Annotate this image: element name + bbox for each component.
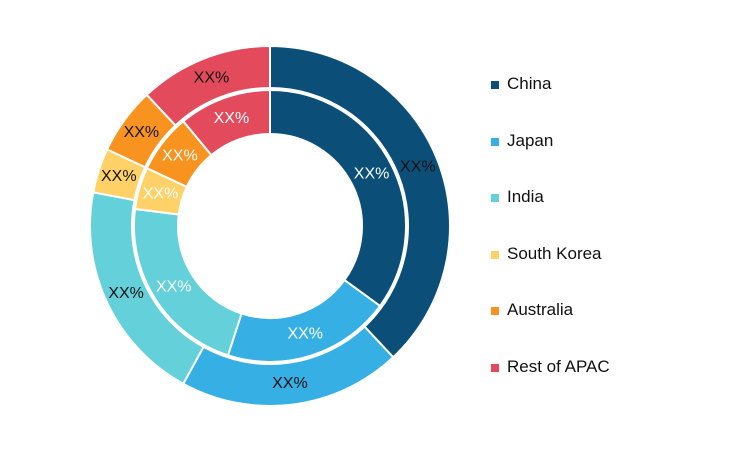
legend-item-australia: Australia [491,300,731,357]
legend-item-south-korea: South Korea [491,244,731,301]
legend-label-south-korea: South Korea [507,243,602,263]
legend-label-rest-of-apac: Rest of APAC [507,356,610,376]
outer-ring-slice-rest-of-apac [145,44,271,127]
legend-label-china: China [507,74,552,93]
inner-ring-label-india: XX% [156,278,192,295]
outer-ring-label-rest-of-apac: XX% [194,69,230,86]
legend-swatch-australia [491,307,499,315]
donut-center [178,134,362,318]
legend-swatch-china [491,81,499,89]
outer-ring-label-china: XX% [400,159,436,176]
legend-item-china: China [491,74,731,131]
legend-item-rest-of-apac: Rest of APAC [491,357,731,414]
legend-swatch-japan [491,137,499,146]
legend-item-india: India [491,187,731,244]
chart-legend: China Japan India South Korea Australia … [491,74,731,413]
legend-swatch-rest-of-apac [491,363,499,372]
outer-ring-label-australia: XX% [124,124,160,141]
inner-ring-label-rest-of-apac: XX% [214,110,250,127]
legend-swatch-south-korea [491,250,499,259]
outer-ring-label-india: XX% [108,285,144,302]
outer-ring-slice-china [269,44,451,359]
legend-swatch-india [491,194,499,202]
legend-label-india: India [507,187,544,206]
inner-ring-label-australia: XX% [162,147,198,164]
legend-label-australia: Australia [507,300,574,319]
inner-ring-label-south-korea: XX% [143,185,179,202]
legend-label-japan: Japan [507,130,554,150]
inner-ring-label-japan: XX% [287,326,323,343]
outer-ring-label-south-korea: XX% [101,168,137,185]
outer-ring-label-japan: XX% [272,375,308,392]
inner-ring-label-china: XX% [354,165,390,182]
legend-item-japan: Japan [491,131,731,188]
